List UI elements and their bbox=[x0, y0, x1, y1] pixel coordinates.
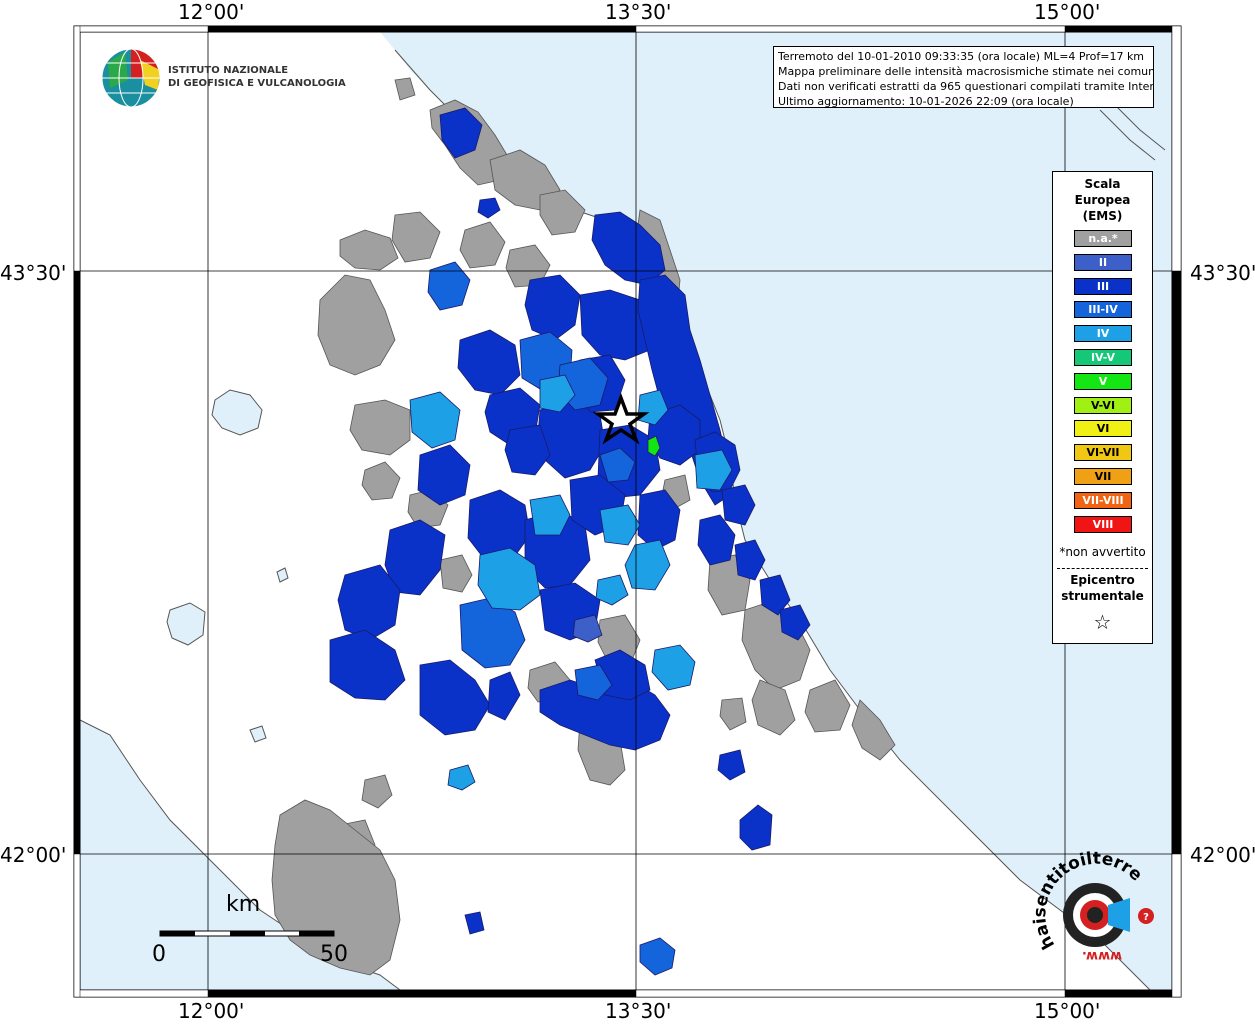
legend-item-v-vi: V-VI bbox=[1074, 396, 1132, 414]
lon-label-top-1: 12°00' bbox=[178, 0, 245, 24]
legend-item-vii: VII bbox=[1074, 468, 1132, 485]
lon-label-bottom-3: 15°00' bbox=[1034, 999, 1101, 1023]
ingv-line2: DI GEOFISICA E VULCANOLOGIA bbox=[168, 78, 346, 89]
svg-text:?: ? bbox=[1143, 912, 1149, 923]
legend-title-line1: Scala bbox=[1084, 177, 1121, 191]
info-line-4: Ultimo aggiornamento: 10-01-2026 22:09 (… bbox=[778, 95, 1074, 108]
region-ii bbox=[572, 614, 603, 643]
epicenter-star-icon bbox=[592, 393, 650, 445]
legend-separator bbox=[1057, 568, 1148, 569]
legend-item-iii: III bbox=[1074, 277, 1132, 295]
region-iv bbox=[409, 374, 733, 791]
info-line-3: Dati non verificati estratti da 965 ques… bbox=[778, 80, 1154, 93]
region-iii bbox=[329, 107, 811, 935]
lon-label-top-2: 13°30' bbox=[605, 0, 672, 24]
lon-label-bottom-1: 12°00' bbox=[178, 999, 245, 1023]
lon-label-top-3: 15°00' bbox=[1034, 0, 1101, 24]
ingv-name: ISTITUTO NAZIONALE DI GEOFISICA E VULCAN… bbox=[168, 64, 346, 90]
ingv-line1: ISTITUTO NAZIONALE bbox=[168, 65, 289, 76]
legend-epicenter-line1: Epicentro bbox=[1070, 573, 1135, 587]
graticule bbox=[80, 32, 1172, 990]
legend-title-line2: Europea bbox=[1074, 193, 1131, 207]
lat-label-right-2: 42°00' bbox=[1190, 843, 1255, 867]
info-line-1: Terremoto del 10-01-2010 09:33:35 (ora l… bbox=[778, 50, 1145, 63]
sea-tyrrhenian bbox=[80, 720, 400, 990]
legend-item-viii: VIII bbox=[1074, 515, 1132, 533]
lat-label-right-1: 43°30' bbox=[1190, 261, 1255, 285]
lat-label-left-1: 43°30' bbox=[0, 261, 67, 285]
event-info-box: Terremoto del 10-01-2010 09:33:35 (ora l… bbox=[773, 46, 1154, 108]
region-v bbox=[647, 435, 661, 457]
legend-item-iv: IV bbox=[1074, 325, 1132, 343]
lat-label-left-2: 42°00' bbox=[0, 843, 67, 867]
legend-item-iv-v: IV-V bbox=[1074, 349, 1132, 366]
map-frame bbox=[73, 25, 1182, 998]
legend-item-vii-viii: VII-VIII bbox=[1074, 491, 1132, 509]
info-line-2: Mappa preliminare delle intensità macros… bbox=[778, 65, 1154, 78]
legend-item-vi: VI bbox=[1074, 420, 1132, 438]
legend-note: *non avvertito bbox=[1059, 545, 1146, 559]
www-text: www. bbox=[1082, 948, 1122, 963]
lakes bbox=[166, 389, 289, 743]
legend-item-n-a: n.a.* bbox=[1074, 230, 1132, 247]
lon-label-bottom-2: 13°30' bbox=[605, 999, 672, 1023]
legend-item-iii-iv: III-IV bbox=[1074, 301, 1132, 319]
legend-title-line3: (EMS) bbox=[1082, 209, 1123, 223]
legend-item-v: V bbox=[1074, 372, 1132, 390]
sea-adriatic bbox=[380, 32, 1172, 990]
scale-unit: km bbox=[226, 892, 261, 917]
legend-epicenter: Epicentro strumentale bbox=[1053, 572, 1152, 604]
scale-end: 50 bbox=[320, 942, 348, 967]
legend-star-icon: ☆ bbox=[1093, 610, 1112, 634]
legend-item-ii: II bbox=[1074, 253, 1132, 271]
scale-start: 0 bbox=[152, 942, 166, 967]
legend-epicenter-line2: strumentale bbox=[1061, 589, 1144, 603]
legend-title: Scala Europea (EMS) bbox=[1053, 176, 1152, 224]
scale-bar bbox=[159, 930, 335, 937]
ingv-logo-icon bbox=[101, 48, 161, 108]
intensity-legend: Scala Europea (EMS) n.a.* II III III-IV IV IV… bbox=[1052, 171, 1153, 644]
legend-item-vi-vii: VI-VII bbox=[1074, 444, 1132, 462]
